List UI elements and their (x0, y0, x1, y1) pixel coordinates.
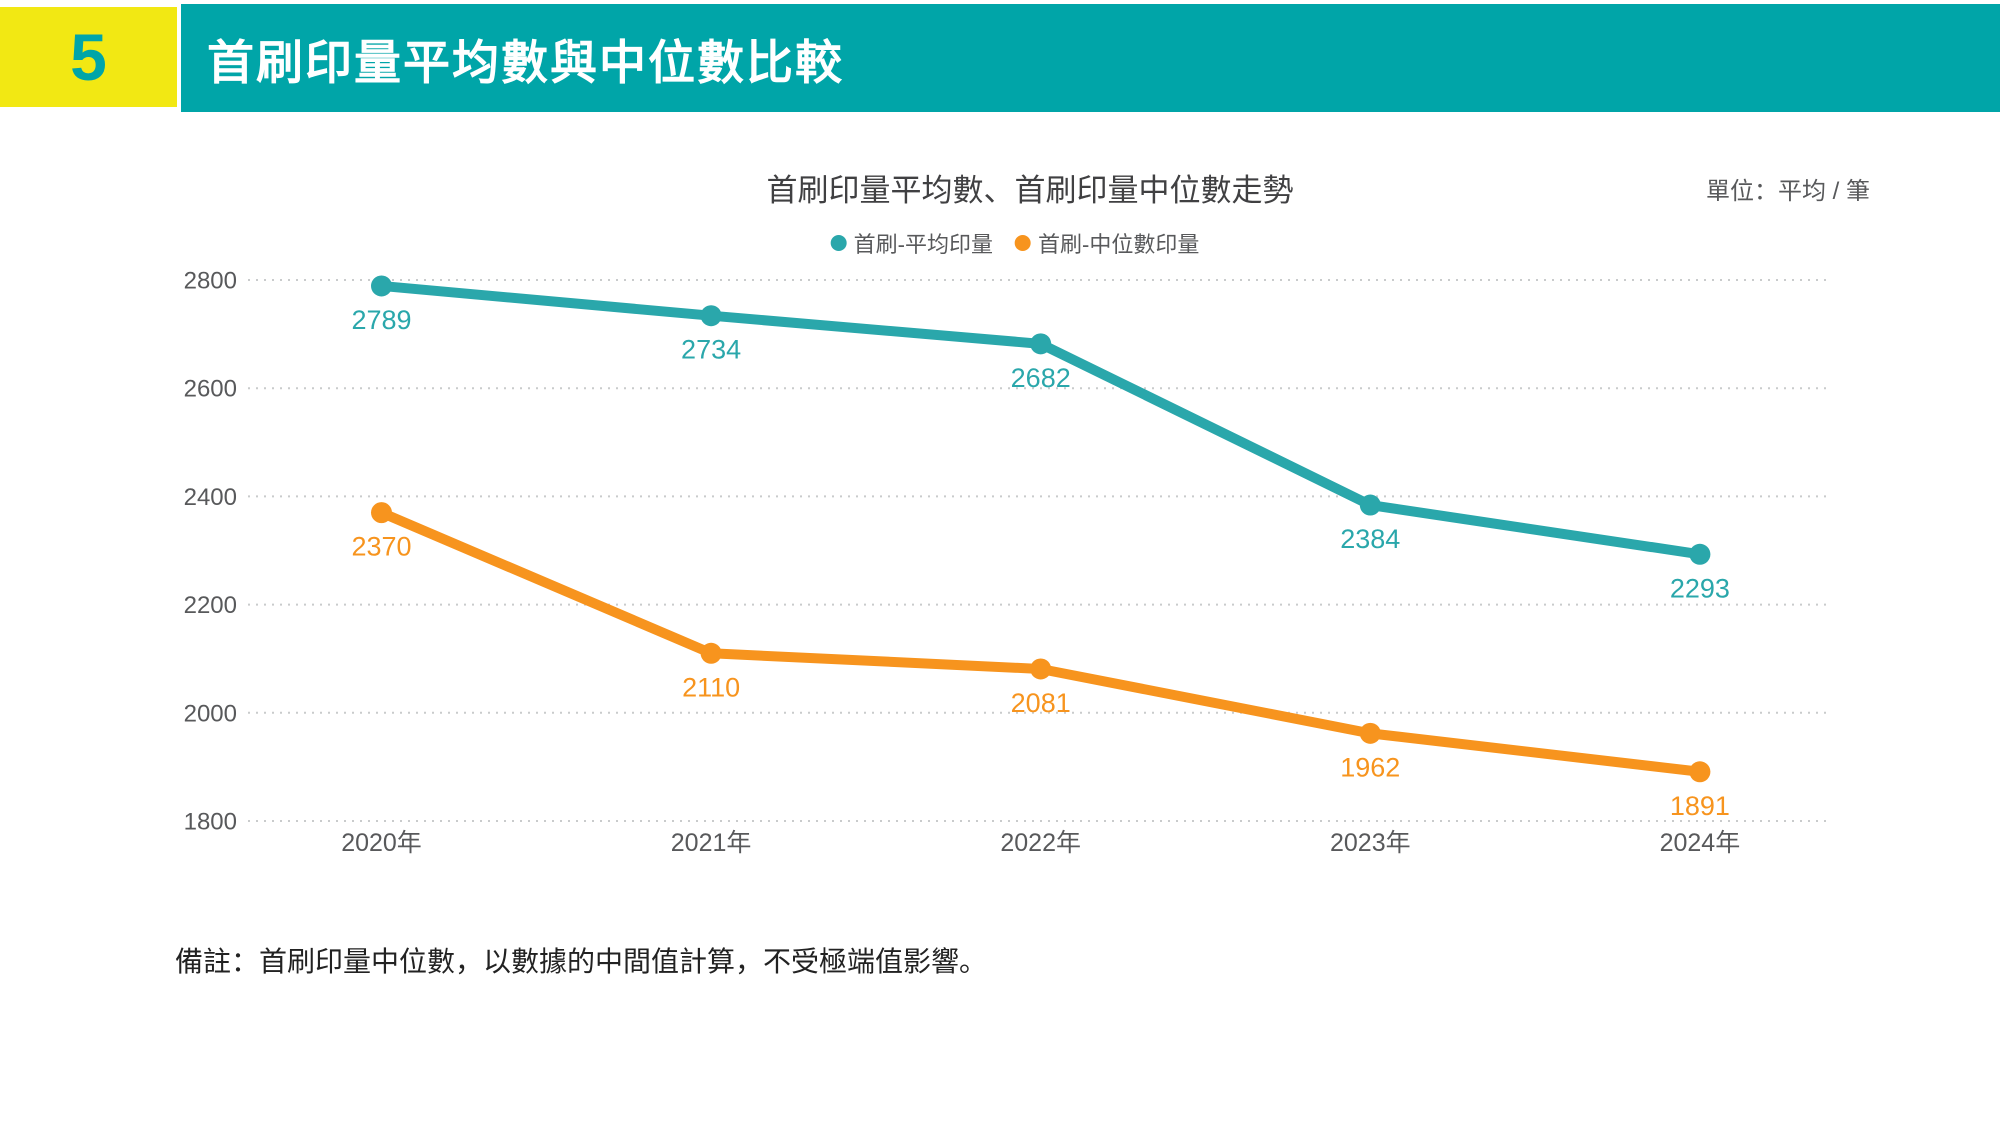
data-label: 2110 (682, 672, 740, 702)
x-axis-tick-label: 2020年 (341, 829, 422, 857)
legend-item-average[interactable]: 首刷-平均印量 (830, 227, 993, 259)
chart-footnote: 備註：首刷印量中位數，以數據的中間值計算，不受極端值影響。 (175, 946, 988, 977)
data-point (1359, 722, 1381, 744)
page-title: 首刷印量平均數與中位數比較 (207, 35, 844, 89)
unit-label: 單位：平均 / 筆 (1705, 178, 1870, 205)
section-number-badge: 5 (0, 7, 177, 107)
data-point (1030, 333, 1052, 355)
data-label: 2734 (681, 335, 741, 365)
data-label: 2682 (1011, 363, 1071, 393)
y-axis-tick-label: 2000 (184, 700, 237, 727)
legend-dot-orange-icon (1015, 235, 1031, 251)
data-label: 2384 (1340, 524, 1400, 554)
x-axis-tick-label: 2021年 (671, 829, 752, 857)
data-point (1689, 761, 1711, 783)
legend-label-median: 首刷-中位數印量 (1038, 232, 1200, 257)
legend-item-median[interactable]: 首刷-中位數印量 (1015, 227, 1199, 259)
data-label: 2293 (1670, 573, 1730, 603)
x-axis-tick-label: 2022年 (1000, 829, 1081, 857)
chart-title: 首刷印量平均數、首刷印量中位數走勢 (766, 173, 1294, 208)
data-label: 2370 (351, 532, 411, 562)
y-axis-tick-label: 1800 (184, 809, 237, 836)
data-point (1689, 543, 1711, 565)
legend-dot-teal-icon (830, 235, 847, 251)
data-label: 2081 (1011, 688, 1071, 718)
section-number: 5 (70, 20, 107, 94)
chart-legend: 首刷-平均印量 首刷-中位數印量 (830, 227, 1199, 259)
x-axis-tick-label: 2024年 (1660, 829, 1741, 857)
y-axis-tick-label: 2200 (184, 592, 237, 619)
series-line-1 (376, 507, 1705, 777)
data-label: 2789 (351, 305, 411, 335)
data-point (1359, 494, 1381, 516)
data-point (1030, 658, 1052, 680)
data-point (371, 275, 392, 297)
series-line-0 (376, 280, 1705, 560)
legend-label-average: 首刷-平均印量 (853, 232, 993, 257)
data-label: 1962 (1340, 752, 1400, 782)
data-label: 1891 (1670, 791, 1730, 821)
data-point (371, 502, 392, 524)
data-point (700, 642, 722, 664)
y-axis-tick-label: 2400 (184, 484, 237, 511)
x-axis-tick-label: 2023年 (1330, 829, 1411, 857)
y-axis-tick-label: 2600 (184, 376, 237, 403)
header-bar: 首刷印量平均數與中位數比較 (181, 4, 2000, 112)
y-axis-tick-label: 2800 (184, 268, 237, 295)
data-point (700, 305, 722, 327)
